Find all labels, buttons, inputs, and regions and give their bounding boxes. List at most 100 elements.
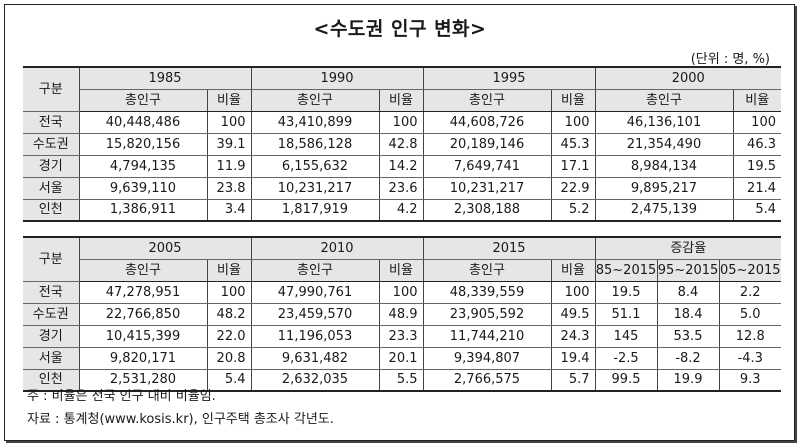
- ratio-cell: 5.4: [732, 199, 781, 222]
- header-total-population: 총인구: [79, 89, 208, 112]
- growth-rate-cell: 8.4: [656, 281, 720, 304]
- total-population-cell: 43,410,899: [250, 111, 380, 134]
- header-year: 2015: [422, 237, 596, 260]
- header-total-population: 총인구: [250, 89, 380, 112]
- total-population-cell: 6,155,632: [250, 155, 380, 178]
- ratio-cell: 45.3: [550, 133, 596, 156]
- total-population-cell: 10,231,217: [422, 177, 552, 200]
- ratio-cell: 100: [550, 111, 596, 134]
- header-year: 1990: [250, 67, 424, 90]
- row-region: 수도권: [23, 133, 80, 156]
- ratio-cell: 20.1: [378, 347, 424, 370]
- ratio-cell: 5.2: [550, 199, 596, 222]
- total-population-cell: 2,766,575: [422, 369, 552, 392]
- ratio-cell: 100: [732, 111, 781, 134]
- header-ratio: 비율: [732, 89, 781, 112]
- table-row: 전국 47,278,951 100 47,990,761 100 48,339,…: [23, 281, 782, 304]
- page-title: <수도권 인구 변화>: [313, 18, 487, 40]
- total-population-cell: 21,354,490: [594, 133, 734, 156]
- ratio-cell: 5.4: [206, 369, 252, 392]
- row-region: 전국: [23, 281, 80, 304]
- growth-rate-cell: -8.2: [656, 347, 720, 370]
- row-region: 서울: [23, 177, 80, 200]
- ratio-cell: 19.5: [732, 155, 781, 178]
- total-population-cell: 47,990,761: [250, 281, 380, 304]
- population-table-1985-2000: 구분 1985 1990 1995 2000 총인구 비율 총인구 비율 총인구…: [23, 66, 781, 222]
- ratio-cell: 48.9: [378, 303, 424, 326]
- total-population-cell: 9,631,482: [250, 347, 380, 370]
- total-population-cell: 22,766,850: [78, 303, 208, 326]
- ratio-cell: 100: [206, 111, 252, 134]
- header-total-population: 총인구: [422, 259, 552, 282]
- header-ratio: 비율: [550, 89, 596, 112]
- table-row: 인천 1,386,911 3.4 1,817,919 4.2 2,308,188…: [23, 199, 781, 222]
- table-row: 수도권 15,820,156 39.1 18,586,128 42.8 20,1…: [23, 133, 781, 156]
- table-row: 경기 10,415,399 22.0 11,196,053 23.3 11,74…: [23, 325, 782, 348]
- header-total-population: 총인구: [594, 89, 734, 112]
- row-region: 인천: [23, 369, 80, 392]
- ratio-cell: 100: [378, 111, 424, 134]
- population-table-2005-2015: 구분 2005 2010 2015 증감율 총인구 비율 총인구 비율 총인구 …: [23, 236, 782, 392]
- ratio-cell: 19.4: [550, 347, 596, 370]
- total-population-cell: 9,639,110: [78, 177, 208, 200]
- row-region: 경기: [23, 155, 80, 178]
- ratio-cell: 23.8: [206, 177, 252, 200]
- growth-rate-cell: 51.1: [594, 303, 658, 326]
- row-region: 인천: [23, 199, 80, 222]
- ratio-cell: 23.6: [378, 177, 424, 200]
- total-population-cell: 23,905,592: [422, 303, 552, 326]
- header-ratio: 비율: [206, 259, 252, 282]
- ratio-cell: 14.2: [378, 155, 424, 178]
- ratio-cell: 22.0: [206, 325, 252, 348]
- total-population-cell: 11,196,053: [250, 325, 380, 348]
- ratio-cell: 17.1: [550, 155, 596, 178]
- source-text: 자료 : 통계청(www.kosis.kr), 인구주택 총조사 각년도.: [27, 412, 334, 427]
- total-population-cell: 8,984,134: [594, 155, 734, 178]
- ratio-cell: 46.3: [732, 133, 781, 156]
- ratio-cell: 100: [550, 281, 596, 304]
- total-population-cell: 1,386,911: [78, 199, 208, 222]
- row-region: 수도권: [23, 303, 80, 326]
- growth-rate-cell: 99.5: [594, 369, 658, 392]
- ratio-cell: 22.9: [550, 177, 596, 200]
- header-category: 구분: [23, 237, 80, 282]
- table-row: 전국 40,448,486 100 43,410,899 100 44,608,…: [23, 111, 781, 134]
- growth-rate-cell: 19.9: [656, 369, 720, 392]
- ratio-cell: 5.5: [378, 369, 424, 392]
- growth-rate-cell: 145: [594, 325, 658, 348]
- total-population-cell: 47,278,951: [78, 281, 208, 304]
- unit-label: (단위 : 명, %): [690, 52, 770, 67]
- header-year: 1995: [422, 67, 596, 90]
- total-population-cell: 20,189,146: [422, 133, 552, 156]
- total-population-cell: 7,649,741: [422, 155, 552, 178]
- total-population-cell: 23,459,570: [250, 303, 380, 326]
- total-population-cell: 9,394,807: [422, 347, 552, 370]
- header-total-population: 총인구: [79, 259, 208, 282]
- growth-rate-cell: 19.5: [594, 281, 658, 304]
- growth-rate-cell: 9.3: [718, 369, 782, 392]
- table-row: 수도권 22,766,850 48.2 23,459,570 48.9 23,9…: [23, 303, 782, 326]
- total-population-cell: 48,339,559: [422, 281, 552, 304]
- total-population-cell: 2,531,280: [78, 369, 208, 392]
- total-population-cell: 9,820,171: [78, 347, 208, 370]
- ratio-cell: 3.4: [206, 199, 252, 222]
- total-population-cell: 18,586,128: [250, 133, 380, 156]
- total-population-cell: 44,608,726: [422, 111, 552, 134]
- header-year: 2005: [78, 237, 252, 260]
- total-population-cell: 40,448,486: [78, 111, 208, 134]
- document-frame: [4, 4, 795, 441]
- table-row: 서울 9,639,110 23.8 10,231,217 23.6 10,231…: [23, 177, 781, 200]
- ratio-cell: 49.5: [550, 303, 596, 326]
- total-population-cell: 15,820,156: [78, 133, 208, 156]
- total-population-cell: 9,895,217: [594, 177, 734, 200]
- header-growth-period: 95~2015: [656, 259, 720, 282]
- header-growth-period: 05~2015: [718, 259, 782, 282]
- row-region: 전국: [23, 111, 80, 134]
- header-year: 2000: [594, 67, 781, 90]
- growth-rate-cell: 53.5: [656, 325, 720, 348]
- header-year: 1985: [78, 67, 252, 90]
- total-population-cell: 10,231,217: [250, 177, 380, 200]
- header-ratio: 비율: [378, 259, 424, 282]
- ratio-cell: 100: [206, 281, 252, 304]
- ratio-cell: 42.8: [378, 133, 424, 156]
